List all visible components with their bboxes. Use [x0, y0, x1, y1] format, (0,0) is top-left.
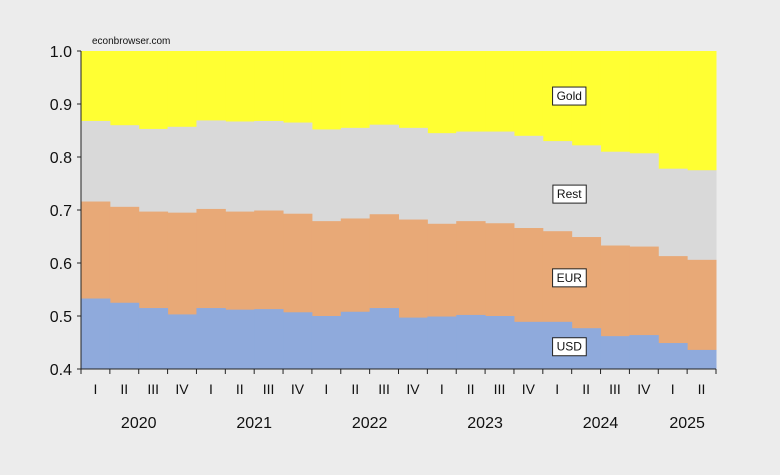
area-usd-2022Q4	[398, 317, 428, 369]
area-usd-2021Q1	[196, 308, 226, 369]
area-usd-2024Q3	[600, 336, 630, 369]
x-quarter-label: II	[582, 381, 590, 397]
y-tick-label: 0.9	[50, 97, 72, 114]
x-quarter-label: I	[209, 381, 213, 397]
area-usd-2025Q2	[687, 349, 717, 369]
area-usd-2022Q1	[311, 316, 342, 369]
series-labels: Gold Rest EUR USD	[552, 86, 587, 357]
area-usd-2021Q2	[225, 309, 255, 369]
x-quarter-label: I	[555, 381, 559, 397]
x-year-label: 2020	[121, 415, 157, 432]
source-note: econbrowser.com	[92, 36, 170, 47]
series-label-text: Gold	[557, 89, 582, 103]
x-quarter-label: III	[494, 381, 506, 397]
area-usd-2025Q1	[658, 343, 688, 369]
x-year-label: 2025	[669, 415, 705, 432]
x-quarter-label: I	[324, 381, 328, 397]
x-quarter-label: III	[263, 381, 275, 397]
area-usd-2020Q1	[81, 298, 111, 369]
area-usd-2022Q2	[340, 311, 371, 369]
series-label-text: EUR	[557, 271, 583, 285]
x-quarter-label: III	[609, 381, 621, 397]
x-quarter-label: IV	[637, 381, 651, 397]
series-label-usd: USD	[552, 337, 587, 357]
area-usd-2024Q4	[629, 335, 659, 369]
y-tick-label: 0.7	[50, 203, 72, 220]
series-areas	[81, 51, 717, 370]
series-label-box	[552, 86, 587, 106]
series-label-eur: EUR	[552, 268, 587, 288]
series-label-box	[552, 337, 587, 357]
y-tick-label: 0.5	[50, 309, 72, 326]
y-axis: 0.4 0.5 0.6 0.7 0.8 0.9 1.0	[50, 44, 81, 379]
y-tick-label: 0.6	[50, 256, 72, 273]
area-usd-2023Q2	[456, 314, 486, 369]
x-quarter-label: I	[93, 381, 97, 397]
x-quarter-label: I	[671, 381, 675, 397]
x-axis: I II III IV I II III IV I II III IV I II III IV I II III IV…	[80, 369, 717, 432]
x-year-label: 2023	[467, 415, 503, 432]
x-quarter-label: IV	[406, 381, 420, 397]
series-label-gold: Gold	[552, 86, 587, 106]
area-usd-2021Q4	[283, 312, 313, 369]
series-label-text: USD	[557, 340, 583, 354]
area-usd-2020Q2	[109, 302, 140, 369]
y-tick-label: 0.8	[50, 150, 72, 167]
series-label-rest: Rest	[552, 184, 587, 204]
x-quarter-label: IV	[175, 381, 189, 397]
area-usd-2023Q1	[427, 316, 457, 369]
area-usd-2023Q3	[485, 316, 515, 369]
area-usd-2023Q4	[513, 321, 544, 369]
x-year-label: 2022	[352, 415, 388, 432]
x-quarter-label: II	[698, 381, 706, 397]
series-label-box	[552, 184, 587, 204]
series-label-box	[552, 268, 587, 288]
x-quarter-label: III	[378, 381, 390, 397]
x-quarter-label: I	[440, 381, 444, 397]
y-tick-label: 1.0	[50, 44, 72, 61]
x-quarter-label: II	[236, 381, 244, 397]
x-quarter-label: II	[120, 381, 128, 397]
area-usd-2022Q3	[369, 308, 399, 369]
x-quarter-label: IV	[291, 381, 305, 397]
area-usd-2021Q3	[254, 309, 284, 369]
area-usd-2020Q3	[138, 308, 169, 369]
area-usd-2020Q4	[167, 314, 197, 369]
x-quarter-label: III	[147, 381, 159, 397]
series-label-text: Rest	[557, 187, 582, 201]
series-usd	[81, 298, 717, 369]
x-quarter-label: IV	[522, 381, 536, 397]
x-year-label: 2021	[236, 415, 272, 432]
x-quarter-label: II	[351, 381, 359, 397]
x-year-label: 2024	[583, 415, 619, 432]
x-quarter-label: II	[467, 381, 475, 397]
y-tick-label: 0.4	[50, 362, 72, 379]
